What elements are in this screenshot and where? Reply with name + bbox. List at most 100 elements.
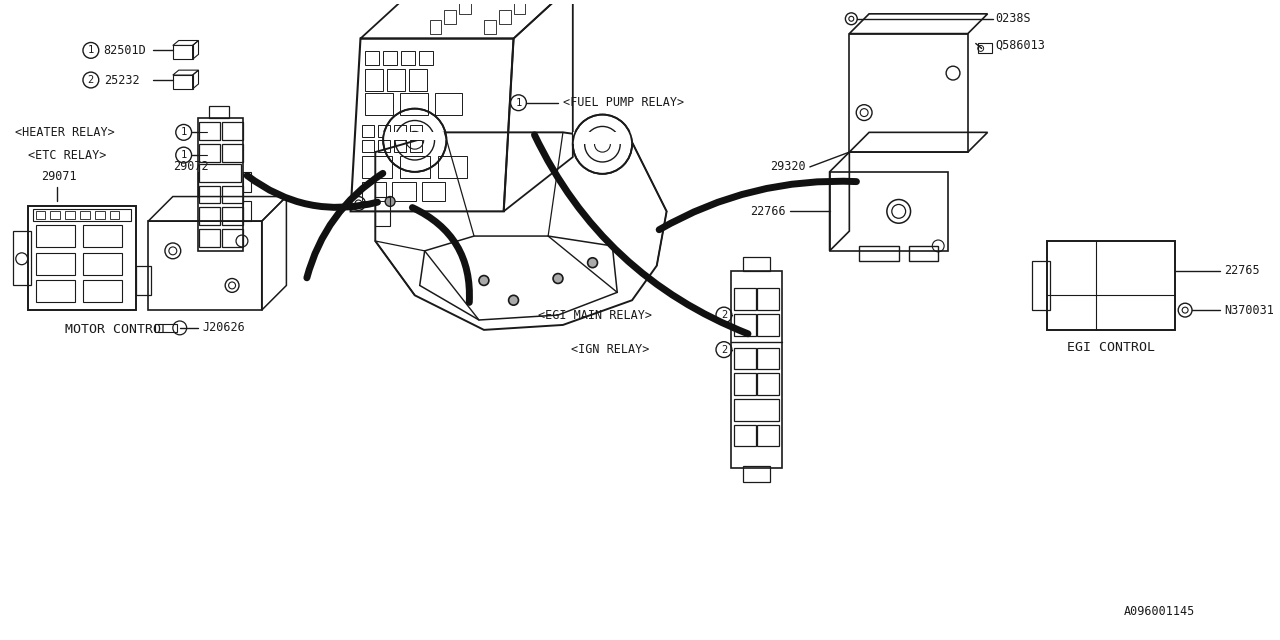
Bar	[410, 140, 421, 152]
Bar	[419, 51, 433, 65]
Bar	[197, 118, 243, 251]
Bar	[362, 182, 387, 202]
Bar	[733, 348, 755, 369]
Bar	[430, 20, 442, 33]
Bar	[200, 144, 220, 162]
Circle shape	[479, 276, 489, 285]
Bar	[83, 280, 123, 302]
Text: 1: 1	[516, 98, 522, 108]
Text: 29320: 29320	[771, 161, 806, 173]
Bar	[379, 125, 390, 138]
Bar	[438, 156, 467, 178]
Bar	[83, 225, 123, 247]
Bar	[375, 196, 390, 226]
Bar	[733, 289, 755, 310]
Text: 0238S: 0238S	[996, 12, 1032, 26]
Text: J20626: J20626	[202, 321, 246, 335]
Bar	[365, 69, 383, 91]
Bar	[65, 211, 76, 220]
Bar	[444, 10, 456, 24]
Bar	[484, 20, 495, 33]
Bar	[223, 207, 243, 225]
Bar	[1032, 260, 1050, 310]
Circle shape	[385, 196, 396, 207]
Bar	[387, 69, 404, 91]
Bar	[1047, 241, 1175, 330]
Bar	[383, 51, 397, 65]
Bar	[200, 164, 241, 182]
Text: Q586013: Q586013	[996, 39, 1046, 52]
Bar	[32, 209, 132, 221]
Bar	[173, 75, 192, 89]
Bar	[392, 182, 416, 202]
Bar	[731, 271, 782, 468]
Circle shape	[588, 258, 598, 268]
Bar	[110, 211, 119, 220]
Text: 1: 1	[88, 45, 93, 56]
Bar	[421, 182, 445, 202]
Text: 2: 2	[88, 75, 93, 85]
Bar	[365, 51, 379, 65]
Bar	[362, 140, 374, 152]
Bar	[28, 207, 136, 310]
Bar	[742, 257, 771, 271]
Bar	[758, 373, 780, 395]
Text: 1: 1	[180, 150, 187, 160]
Bar	[223, 229, 243, 247]
Text: <HEATER RELAY>: <HEATER RELAY>	[15, 126, 115, 139]
Bar	[223, 186, 243, 204]
Bar	[36, 280, 76, 302]
Bar	[460, 0, 471, 14]
Bar	[394, 140, 406, 152]
Bar	[36, 253, 76, 275]
Bar	[758, 314, 780, 336]
Bar	[200, 207, 220, 225]
Text: 22766: 22766	[750, 205, 786, 218]
Bar	[859, 246, 899, 260]
Circle shape	[553, 273, 563, 284]
Bar	[223, 144, 243, 162]
Bar	[210, 106, 229, 118]
Bar	[223, 122, 243, 140]
Polygon shape	[383, 132, 447, 140]
Text: 1: 1	[180, 127, 187, 138]
Bar	[909, 246, 938, 260]
Bar	[36, 225, 76, 247]
Bar	[408, 69, 426, 91]
Bar	[155, 324, 177, 332]
Bar	[410, 125, 421, 138]
Bar	[401, 51, 415, 65]
Bar	[200, 122, 220, 140]
Bar	[434, 93, 462, 115]
Bar	[399, 93, 428, 115]
Bar	[394, 125, 406, 138]
Polygon shape	[573, 132, 632, 144]
Bar	[200, 186, 220, 204]
Bar	[83, 253, 123, 275]
Text: <ETC RELAY>: <ETC RELAY>	[28, 148, 106, 161]
Text: A096001145: A096001145	[1124, 605, 1196, 618]
Bar	[200, 229, 220, 247]
Bar	[513, 0, 525, 14]
Text: 25232: 25232	[104, 74, 140, 86]
Bar	[733, 425, 755, 447]
Text: MOTOR CONTROL: MOTOR CONTROL	[64, 323, 169, 337]
Text: 2: 2	[721, 344, 727, 355]
Bar	[173, 45, 192, 60]
Bar	[758, 348, 780, 369]
Bar	[733, 373, 755, 395]
Text: EGI CONTROL: EGI CONTROL	[1068, 341, 1155, 354]
Text: 29071: 29071	[41, 170, 77, 183]
Text: <FUEL PUMP RELAY>: <FUEL PUMP RELAY>	[563, 96, 684, 109]
Bar	[733, 399, 780, 420]
Bar	[742, 466, 771, 482]
Bar	[362, 125, 374, 138]
Bar	[50, 211, 60, 220]
Bar	[379, 140, 390, 152]
Bar	[79, 211, 90, 220]
Bar	[733, 314, 755, 336]
Bar	[95, 211, 105, 220]
Bar	[758, 425, 780, 447]
Bar	[978, 44, 992, 53]
Bar	[399, 156, 430, 178]
